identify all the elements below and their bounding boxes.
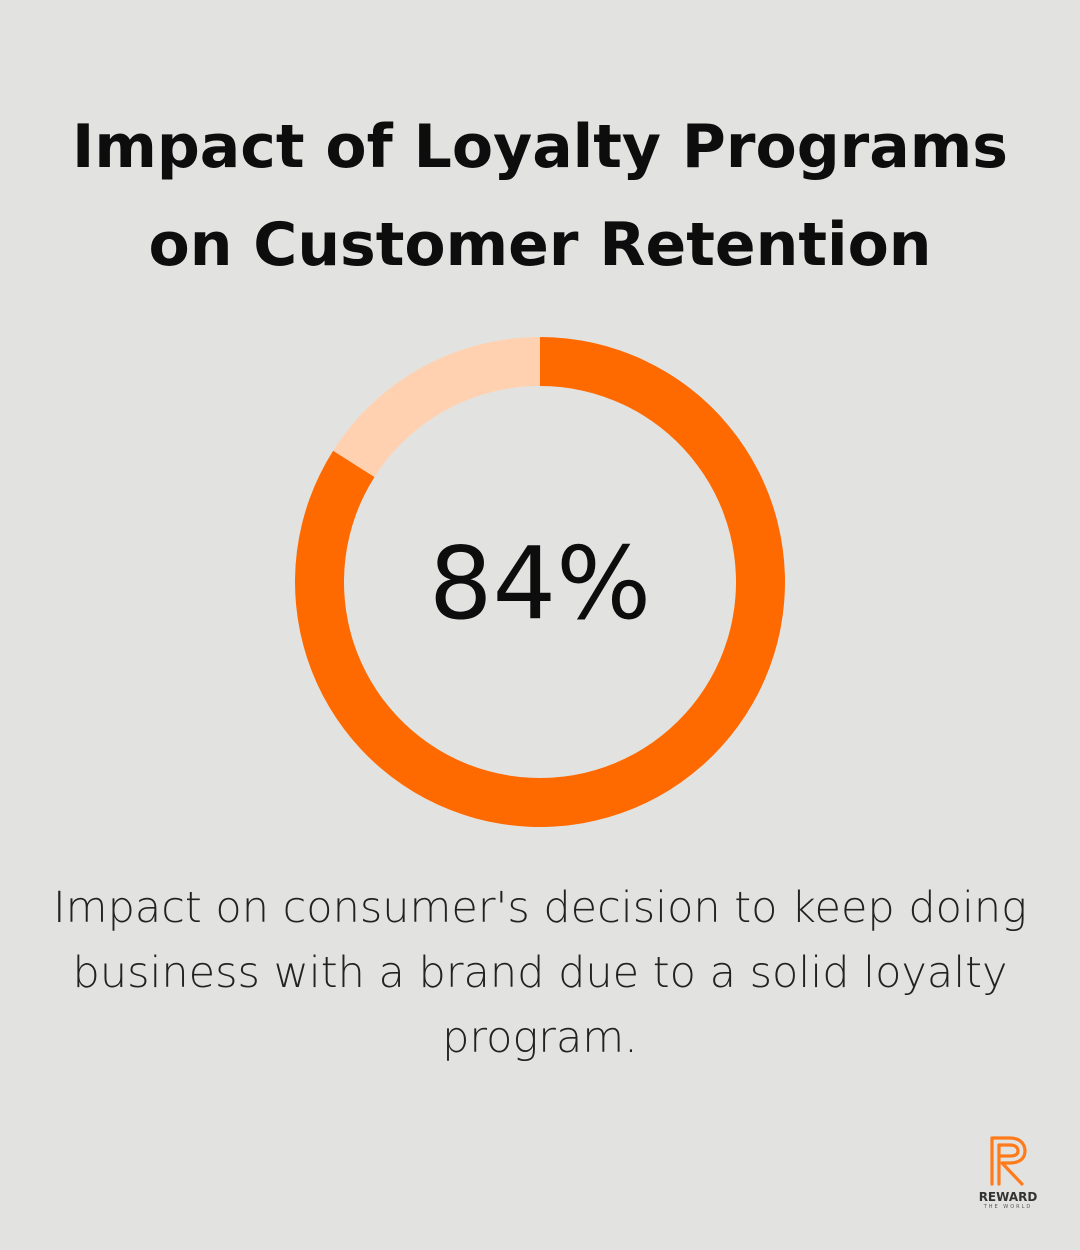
title-line-2: on Customer Retention	[148, 210, 932, 280]
caption-line-1: Impact on consumer's decision to keep do…	[53, 883, 1027, 933]
donut-slice-remaining	[333, 337, 540, 477]
logo-tagline: THE WORLD	[983, 1204, 1033, 1210]
caption-line-3: program.	[442, 1013, 638, 1063]
chart-caption: Impact on consumer's decision to keep do…	[40, 876, 1040, 1071]
page-title: Impact of Loyalty Programs on Customer R…	[0, 98, 1080, 294]
title-line-1: Impact of Loyalty Programs	[72, 112, 1008, 182]
reward-r-icon	[990, 1136, 1027, 1186]
donut-chart: 84%	[294, 337, 785, 827]
donut-center-value: 84%	[429, 525, 651, 642]
logo-wordmark: REWARD	[978, 1190, 1038, 1204]
caption-line-2: business with a brand due to a solid loy…	[72, 948, 1008, 998]
brand-logo: REWARD THE WORLD	[970, 1134, 1046, 1214]
